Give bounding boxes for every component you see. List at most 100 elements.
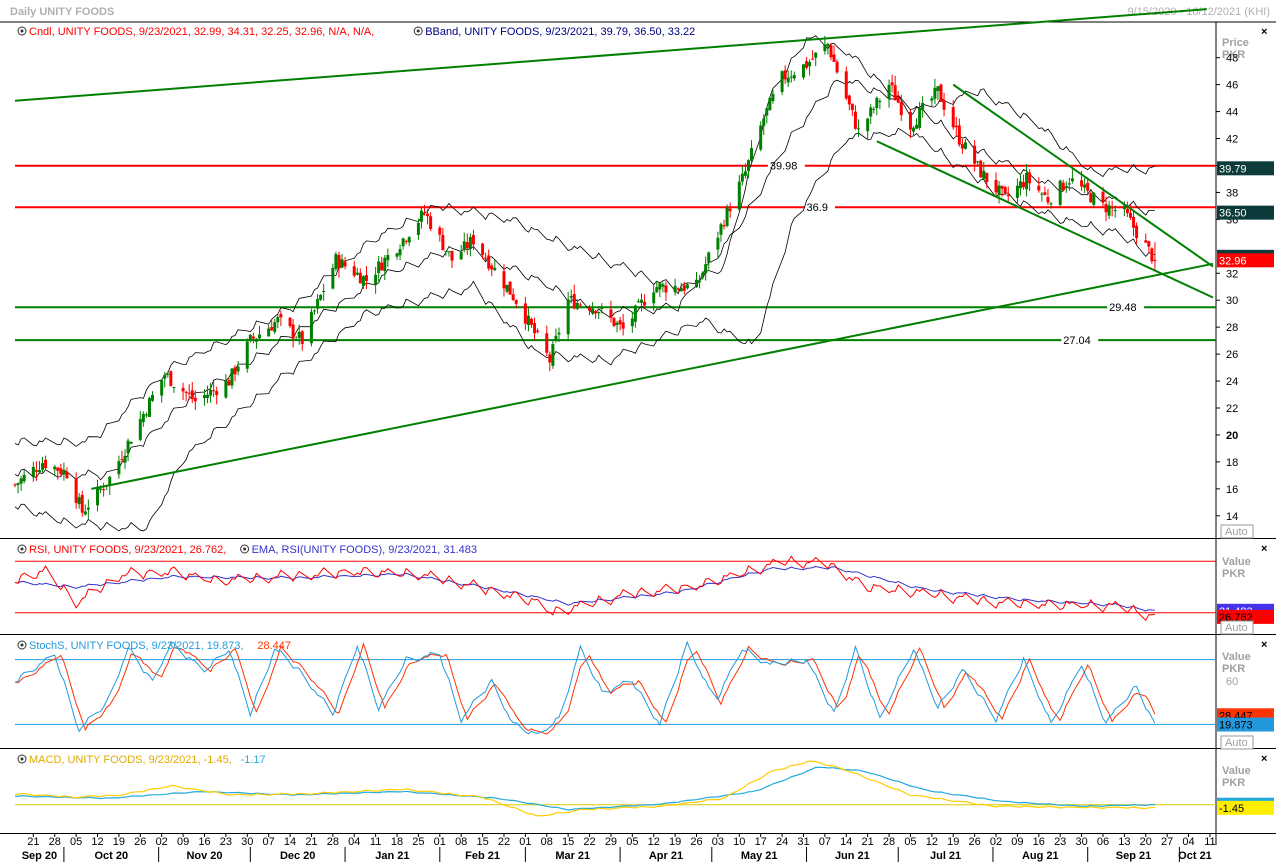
trendline[interactable]	[14, 8, 1207, 102]
chart-settings-icon[interactable]	[17, 754, 27, 764]
candle-body	[658, 283, 662, 290]
candle-body	[1037, 185, 1041, 191]
candle-body	[875, 97, 879, 109]
candle-body	[267, 328, 271, 337]
candle-body	[701, 272, 705, 278]
close-pane-button[interactable]: ×	[1256, 751, 1272, 765]
candle	[1110, 200, 1114, 217]
candle-body	[141, 413, 145, 423]
candle	[875, 96, 879, 116]
x-day-label: 26	[968, 836, 980, 848]
x-day-label: 12	[648, 836, 660, 848]
auto-scale-button[interactable]: Auto	[1220, 735, 1254, 750]
candlesticks	[13, 35, 1157, 519]
candle	[915, 118, 919, 129]
horizontal-levels[interactable]: 39.98 36.9 29.48 27.04	[15, 158, 1216, 348]
candle-body	[386, 255, 390, 261]
candle-body	[808, 61, 812, 67]
legend-entry: RSI, UNITY FOODS, 9/23/2021, 26.762,	[29, 544, 226, 556]
window-title: Daily UNITY FOODS	[10, 6, 114, 18]
auto-scale-button[interactable]: Auto	[1220, 524, 1254, 539]
candle-body	[309, 311, 313, 344]
candle	[151, 391, 155, 402]
candle-body	[765, 108, 769, 116]
trendline[interactable]	[952, 83, 1214, 268]
axis-title: Value	[1222, 765, 1251, 777]
rsi-ema-line	[14, 565, 1155, 612]
axis-title: PKR	[1222, 777, 1245, 789]
chart-settings-icon[interactable]	[17, 26, 27, 36]
x-day-label: 04	[1182, 836, 1194, 848]
candle	[533, 317, 537, 341]
trendline[interactable]	[91, 262, 1214, 490]
candle-body	[1015, 185, 1019, 198]
auto-scale-button[interactable]: Auto	[1220, 620, 1254, 635]
icon-dot	[416, 29, 420, 33]
x-day-label: 09	[177, 836, 189, 848]
chart-settings-icon[interactable]	[17, 544, 27, 554]
candle-body	[117, 461, 121, 475]
candle-body	[1049, 203, 1053, 205]
candle-body	[942, 100, 946, 110]
close-pane-button[interactable]: ×	[1256, 541, 1272, 555]
x-axis: 21 28 05 12 19 26 02 09 16 23 30 07 14 21 28 04 11 18 25 01…	[22, 833, 1216, 862]
candle-body	[514, 300, 518, 304]
close-pane-button[interactable]: ×	[1256, 637, 1272, 651]
candle	[618, 316, 622, 331]
candle-body	[99, 488, 103, 490]
candle	[878, 98, 882, 110]
candle-body	[169, 371, 173, 386]
x-month-label: Sep 20	[22, 850, 57, 862]
candle-body	[1083, 184, 1087, 188]
candle-body	[187, 392, 191, 394]
candle-body	[22, 474, 26, 482]
trendlines[interactable]	[14, 8, 1214, 490]
chart-settings-icon[interactable]	[240, 544, 250, 554]
candle-body	[847, 95, 851, 105]
candle	[166, 371, 170, 378]
candle-body	[728, 208, 732, 212]
value-label-bg	[1217, 253, 1274, 268]
candle	[331, 263, 335, 290]
value-label: 36.50	[1217, 205, 1274, 220]
x-month-label: Nov 20	[186, 850, 222, 862]
candle-body	[340, 259, 344, 268]
close-icon: ×	[1261, 543, 1267, 555]
candle	[609, 300, 613, 323]
x-day-label: 23	[220, 836, 232, 848]
legend-entry: EMA, RSI(UNITY FOODS), 9/23/2021, 31.483	[252, 544, 477, 556]
chart-settings-icon[interactable]	[17, 640, 27, 650]
x-day-label: 14	[284, 836, 296, 848]
candle-body	[419, 210, 423, 222]
candle-body	[1110, 207, 1114, 209]
candle-body	[572, 294, 576, 309]
candle	[866, 117, 870, 140]
candle-body	[908, 111, 912, 130]
candle-body	[447, 251, 451, 253]
candle-body	[438, 227, 442, 235]
candle	[1015, 178, 1019, 205]
price-tick-label: 14	[1226, 511, 1238, 523]
candle	[661, 282, 665, 293]
candle	[386, 248, 390, 267]
trendline[interactable]	[876, 140, 1214, 299]
candle	[163, 371, 167, 388]
candle	[1070, 169, 1074, 184]
candle-body	[202, 395, 206, 398]
x-day-label: 09	[1011, 836, 1023, 848]
close-pane-button[interactable]: ×	[1256, 24, 1272, 38]
candle-body	[481, 243, 485, 255]
chart-settings-icon[interactable]	[413, 26, 423, 36]
candle-body	[597, 312, 601, 314]
price-pane[interactable]: PricePKR14161820222426283032363840424446…	[13, 8, 1275, 539]
close-icon: ×	[1261, 26, 1267, 38]
candle-body	[982, 170, 986, 180]
candle-body	[224, 380, 228, 398]
candle-body	[96, 486, 100, 506]
candle	[438, 225, 442, 242]
candle-body	[450, 250, 454, 261]
